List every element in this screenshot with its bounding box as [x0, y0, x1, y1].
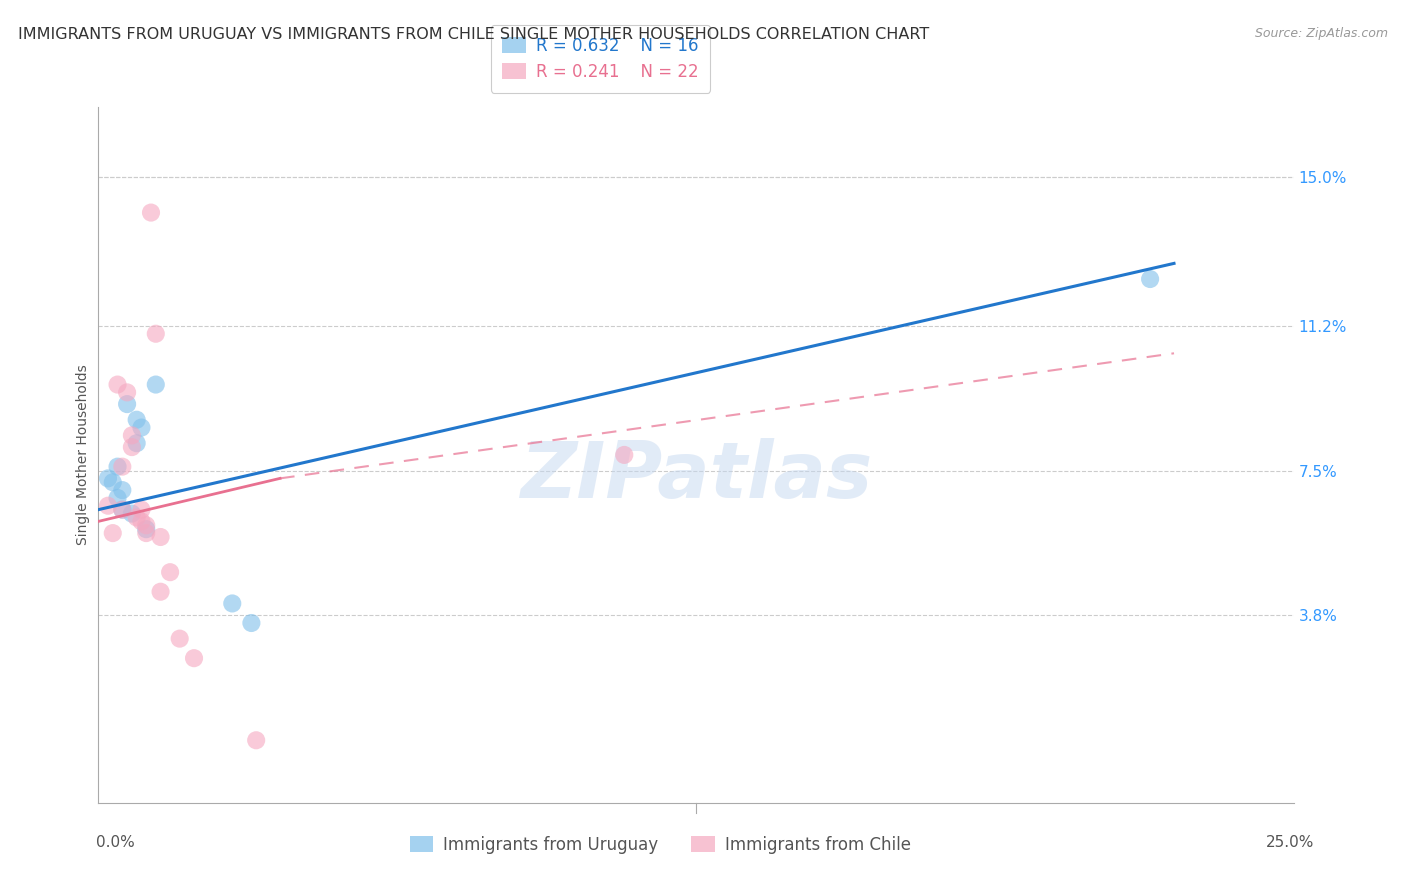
Point	[139, 205, 162, 219]
Text: IMMIGRANTS FROM URUGUAY VS IMMIGRANTS FROM CHILE SINGLE MOTHER HOUSEHOLDS CORREL: IMMIGRANTS FROM URUGUAY VS IMMIGRANTS FR…	[18, 27, 929, 42]
Point	[111, 502, 134, 516]
Point	[107, 491, 129, 505]
Point	[135, 518, 157, 533]
Point	[115, 397, 138, 411]
Point	[183, 651, 205, 665]
Point	[613, 448, 636, 462]
Text: Source: ZipAtlas.com: Source: ZipAtlas.com	[1254, 27, 1388, 40]
Point	[135, 526, 157, 541]
Point	[101, 526, 124, 541]
Point	[111, 502, 134, 516]
Point	[121, 440, 143, 454]
Point	[131, 502, 153, 516]
Text: ZIPatlas: ZIPatlas	[520, 438, 872, 514]
Point	[97, 471, 120, 485]
Point	[149, 584, 172, 599]
Point	[149, 530, 172, 544]
Point	[159, 565, 181, 579]
Text: 25.0%: 25.0%	[1267, 836, 1315, 850]
Point	[111, 459, 134, 474]
Legend: Immigrants from Uruguay, Immigrants from Chile: Immigrants from Uruguay, Immigrants from…	[404, 830, 917, 861]
Point	[121, 507, 143, 521]
Point	[101, 475, 124, 490]
Point	[245, 733, 267, 747]
Point	[125, 436, 148, 450]
Point	[107, 377, 129, 392]
Point	[125, 510, 148, 524]
Point	[1139, 272, 1161, 286]
Point	[111, 483, 134, 497]
Point	[169, 632, 191, 646]
Point	[131, 514, 153, 528]
Point	[145, 326, 167, 341]
Point	[125, 413, 148, 427]
Point	[115, 385, 138, 400]
Y-axis label: Single Mother Households: Single Mother Households	[76, 365, 90, 545]
Point	[240, 615, 263, 630]
Point	[131, 420, 153, 434]
Point	[135, 522, 157, 536]
Point	[121, 428, 143, 442]
Point	[221, 597, 243, 611]
Point	[107, 459, 129, 474]
Text: 0.0%: 0.0%	[96, 836, 135, 850]
Point	[145, 377, 167, 392]
Point	[97, 499, 120, 513]
